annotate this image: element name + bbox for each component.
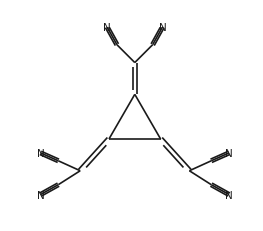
- Text: N: N: [225, 148, 233, 158]
- Text: N: N: [159, 23, 166, 33]
- Text: N: N: [225, 190, 233, 200]
- Text: N: N: [37, 190, 44, 200]
- Text: N: N: [37, 148, 44, 158]
- Text: N: N: [103, 23, 111, 33]
